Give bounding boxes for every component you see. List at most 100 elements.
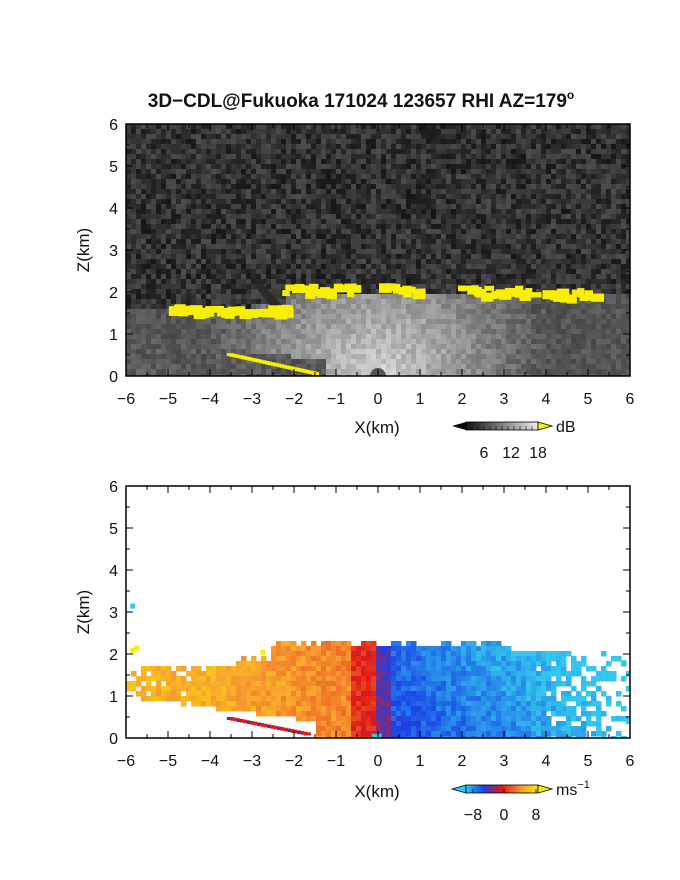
reflectivity-cell (541, 269, 547, 275)
reflectivity-cell (451, 309, 457, 315)
reflectivity-cell (616, 204, 622, 210)
reflectivity-cell (146, 164, 152, 170)
reflectivity-cell (126, 224, 132, 230)
reflectivity-cell (536, 319, 542, 325)
reflectivity-cell (226, 124, 232, 130)
reflectivity-cell (456, 254, 462, 260)
reflectivity-cell (346, 314, 352, 320)
reflectivity-cell (346, 224, 352, 230)
reflectivity-cell (421, 174, 427, 180)
reflectivity-cell (206, 149, 212, 155)
reflectivity-cell (176, 229, 182, 235)
reflectivity-cell (171, 179, 177, 185)
reflectivity-cell (606, 349, 612, 355)
reflectivity-cell (261, 204, 267, 210)
reflectivity-cell (246, 239, 252, 245)
reflectivity-cell (626, 304, 630, 310)
reflectivity-cell (311, 334, 317, 340)
reflectivity-cell (211, 129, 217, 135)
reflectivity-cell (356, 279, 362, 285)
reflectivity-cell (626, 334, 630, 340)
reflectivity-cell (151, 369, 157, 375)
reflectivity-cell (426, 169, 432, 175)
reflectivity-cell (166, 154, 172, 160)
reflectivity-cell (351, 194, 357, 200)
reflectivity-cell (396, 129, 402, 135)
reflectivity-cell (311, 134, 317, 140)
reflectivity-cell (476, 249, 482, 255)
reflectivity-cell (366, 259, 372, 265)
reflectivity-cell (161, 324, 167, 330)
reflectivity-cell (376, 124, 382, 130)
reflectivity-cell (181, 144, 187, 150)
reflectivity-cell (136, 289, 142, 295)
reflectivity-cell (531, 149, 537, 155)
reflectivity-cell (391, 349, 397, 355)
reflectivity-cell (481, 124, 487, 130)
reflectivity-cell (141, 369, 147, 375)
reflectivity-cell (561, 334, 567, 340)
reflectivity-cell (191, 319, 197, 325)
reflectivity-cell (336, 269, 342, 275)
reflectivity-cell (426, 134, 432, 140)
reflectivity-cell (226, 224, 232, 230)
reflectivity-cell (161, 349, 167, 355)
reflectivity-cell (156, 239, 162, 245)
reflectivity-cell (131, 199, 137, 205)
reflectivity-cell (366, 299, 372, 305)
reflectivity-cell (286, 184, 292, 190)
reflectivity-cell (231, 209, 237, 215)
reflectivity-cell (321, 259, 327, 265)
reflectivity-cell (196, 259, 202, 265)
reflectivity-cell (266, 154, 272, 160)
reflectivity-cell (576, 214, 582, 220)
reflectivity-cell (581, 349, 587, 355)
reflectivity-cell (231, 154, 237, 160)
reflectivity-cell (331, 139, 337, 145)
reflectivity-cell (396, 199, 402, 205)
reflectivity-cell (206, 169, 212, 175)
reflectivity-cell (321, 144, 327, 150)
reflectivity-cell (371, 184, 377, 190)
reflectivity-cell (271, 254, 277, 260)
reflectivity-cell (351, 264, 357, 270)
reflectivity-cell (146, 254, 152, 260)
reflectivity-cell (426, 349, 432, 355)
reflectivity-cell (326, 209, 332, 215)
reflectivity-cell (541, 189, 547, 195)
reflectivity-cell (481, 184, 487, 190)
reflectivity-cell (436, 189, 442, 195)
reflectivity-cell (151, 294, 157, 300)
reflectivity-cell (506, 189, 512, 195)
reflectivity-cell (211, 284, 217, 290)
reflectivity-cell (161, 179, 167, 185)
reflectivity-cell (196, 169, 202, 175)
reflectivity-cell (186, 149, 192, 155)
reflectivity-cell (226, 214, 232, 220)
reflectivity-cell (321, 229, 327, 235)
reflectivity-cell (571, 214, 577, 220)
reflectivity-cell (491, 209, 497, 215)
reflectivity-cell (616, 289, 622, 295)
reflectivity-cell (251, 289, 257, 295)
reflectivity-cell (216, 349, 222, 355)
reflectivity-cell (336, 304, 342, 310)
reflectivity-cell (521, 219, 527, 225)
reflectivity-cell (171, 289, 177, 295)
reflectivity-cell (276, 219, 282, 225)
reflectivity-cell (391, 149, 397, 155)
reflectivity-cell (366, 344, 372, 350)
reflectivity-cell (471, 179, 477, 185)
reflectivity-cell (471, 124, 477, 130)
reflectivity-cell (436, 129, 442, 135)
reflectivity-cell (496, 279, 502, 285)
reflectivity-cell (141, 349, 147, 355)
reflectivity-cell (236, 224, 242, 230)
reflectivity-cell (531, 169, 537, 175)
reflectivity-cell (381, 214, 387, 220)
reflectivity-cell (401, 269, 407, 275)
reflectivity-cell (476, 234, 482, 240)
reflectivity-cell (481, 219, 487, 225)
reflectivity-cell (461, 354, 467, 360)
reflectivity-cell (296, 274, 302, 280)
